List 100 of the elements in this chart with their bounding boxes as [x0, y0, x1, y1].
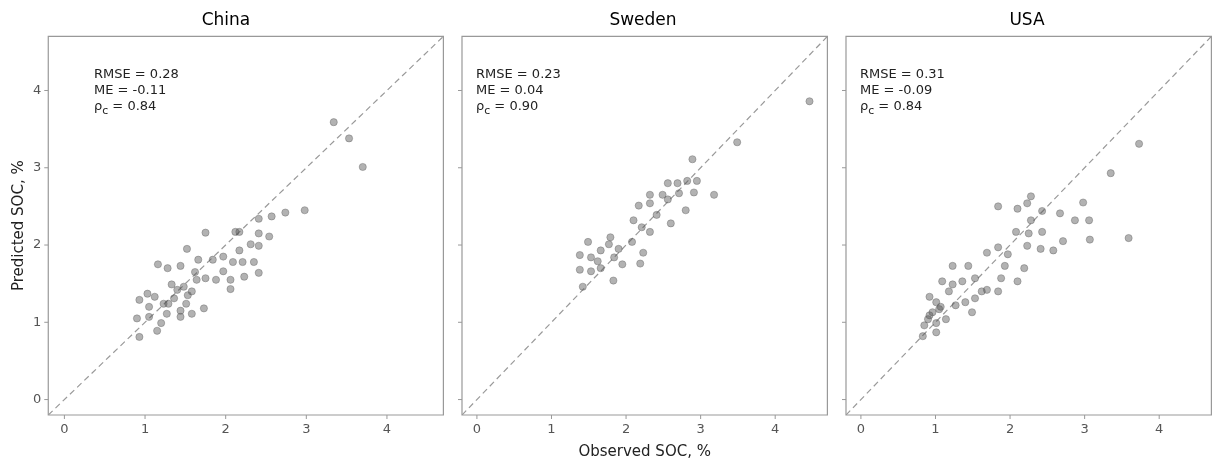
annotation: RMSE = 0.28 — [94, 66, 179, 82]
point — [948, 280, 957, 289]
point — [212, 275, 220, 284]
point — [1038, 207, 1047, 215]
point — [229, 258, 237, 266]
point — [658, 190, 667, 199]
point — [1038, 227, 1047, 236]
point — [932, 319, 941, 327]
y-axis-title: Predicted SOC, % — [8, 160, 27, 292]
point — [200, 304, 208, 313]
x-tick-label: 4 — [771, 421, 780, 437]
point — [1023, 199, 1032, 208]
point — [958, 277, 967, 286]
point — [164, 299, 173, 308]
point — [219, 267, 228, 276]
point — [1135, 139, 1143, 148]
point — [133, 314, 141, 323]
point — [254, 229, 263, 238]
point — [1013, 277, 1022, 286]
x-tick-label: 4 — [1155, 421, 1164, 437]
point — [162, 309, 171, 318]
annotation: ME = -0.09 — [860, 82, 934, 98]
point — [968, 308, 976, 317]
x-tick-label: 2 — [1005, 421, 1015, 437]
point — [187, 287, 196, 296]
point — [238, 258, 247, 266]
point — [618, 260, 627, 269]
point — [593, 257, 602, 266]
point — [226, 285, 235, 293]
annotation: ρ$_{c}$ = 0.90 — [476, 98, 540, 119]
point — [1012, 227, 1020, 236]
point — [652, 210, 661, 219]
point — [183, 291, 192, 300]
y-tick-label: 3 — [32, 159, 42, 175]
point — [179, 282, 188, 291]
point — [666, 219, 675, 228]
point — [192, 275, 201, 284]
point — [639, 248, 648, 257]
point — [235, 246, 244, 255]
point — [1024, 229, 1033, 238]
point — [646, 227, 654, 236]
point — [1124, 234, 1133, 242]
point — [358, 163, 367, 171]
point — [951, 301, 960, 310]
point — [584, 238, 592, 246]
point — [1013, 204, 1022, 213]
point — [135, 295, 144, 304]
point — [587, 253, 595, 262]
point — [683, 176, 692, 185]
point — [1020, 264, 1029, 273]
point — [977, 287, 986, 296]
point — [1079, 198, 1088, 207]
point — [637, 223, 646, 232]
annotation: ρ$_{c}$ = 0.84 — [860, 98, 924, 119]
chart-title: Sweden — [609, 8, 677, 29]
point — [329, 118, 338, 127]
point — [240, 272, 249, 281]
point — [575, 265, 584, 274]
point — [629, 216, 638, 225]
x-tick-label: 3 — [696, 421, 705, 437]
point — [693, 176, 701, 185]
point — [201, 228, 210, 237]
point — [345, 134, 353, 143]
point — [150, 292, 159, 301]
point — [690, 188, 698, 197]
y-tick-label: 2 — [32, 236, 42, 252]
point — [948, 261, 957, 270]
x-tick-label: 0 — [472, 421, 482, 437]
point — [805, 97, 814, 106]
point — [246, 240, 255, 249]
y-tick-label: 1 — [32, 313, 42, 329]
chart-title: USA — [1009, 8, 1045, 29]
point — [145, 302, 153, 311]
point — [971, 274, 979, 283]
point — [964, 261, 973, 270]
annotation: RMSE = 0.23 — [476, 66, 561, 82]
x-tick-label: 3 — [1080, 421, 1089, 437]
point — [932, 328, 941, 337]
point — [163, 264, 172, 273]
annotation: ME = -0.11 — [94, 82, 168, 98]
point — [634, 201, 643, 210]
point — [182, 299, 191, 308]
point — [201, 274, 210, 283]
point — [170, 294, 178, 303]
point — [663, 179, 672, 188]
point — [250, 258, 258, 266]
point — [646, 190, 654, 199]
point — [920, 321, 929, 330]
point — [208, 255, 217, 264]
point — [254, 268, 263, 277]
point — [945, 287, 953, 296]
point — [191, 268, 199, 276]
point — [1027, 216, 1035, 225]
point — [994, 287, 1003, 296]
point — [153, 326, 162, 335]
point — [688, 155, 697, 164]
point — [1056, 209, 1064, 218]
point — [605, 240, 613, 249]
point — [183, 244, 191, 253]
point — [918, 332, 927, 341]
